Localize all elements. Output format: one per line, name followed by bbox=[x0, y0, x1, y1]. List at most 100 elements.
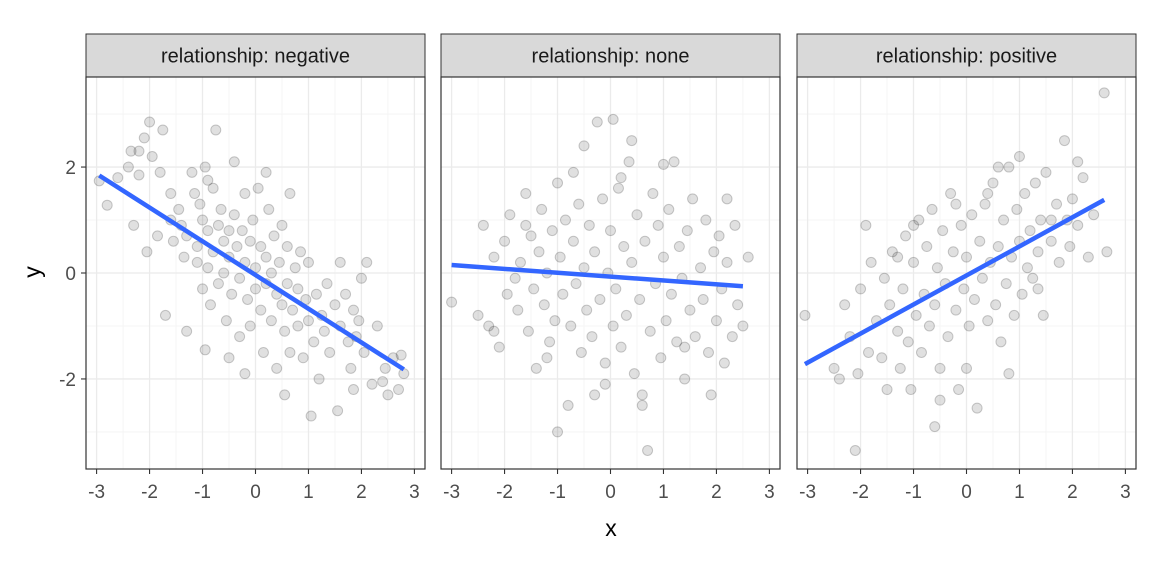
facet-strip-label: relationship: positive bbox=[876, 46, 1057, 68]
scatter-point bbox=[329, 299, 341, 311]
scatter-point bbox=[1077, 172, 1089, 184]
scatter-point bbox=[634, 293, 646, 305]
scatter-point bbox=[125, 145, 137, 157]
scatter-point bbox=[342, 336, 354, 348]
scatter-point bbox=[929, 421, 941, 433]
scatter-point bbox=[398, 368, 410, 380]
scatter-point bbox=[615, 172, 627, 184]
facet-strip-label: relationship: negative bbox=[161, 46, 350, 68]
scatter-point bbox=[908, 256, 920, 268]
scatter-point bbox=[897, 283, 909, 295]
scatter-point bbox=[379, 362, 391, 374]
scatter-point bbox=[302, 256, 314, 268]
scatter-point bbox=[929, 299, 941, 311]
scatter-point bbox=[1045, 235, 1057, 247]
regression-line bbox=[451, 262, 744, 289]
scatter-point bbox=[236, 225, 248, 237]
scatter-point bbox=[194, 198, 206, 210]
scatter-point bbox=[202, 262, 214, 274]
scatter-point bbox=[565, 320, 577, 332]
scatter-point bbox=[657, 251, 669, 263]
scatter-point bbox=[244, 320, 256, 332]
scatter-point bbox=[599, 378, 611, 390]
scatter-point bbox=[852, 368, 864, 380]
scatter-point bbox=[533, 246, 545, 258]
scatter-point bbox=[247, 214, 259, 226]
scatter-point bbox=[971, 402, 983, 414]
scatter-point bbox=[353, 315, 365, 327]
scatter-point bbox=[902, 336, 914, 348]
scatter-point bbox=[1066, 193, 1078, 205]
facet-strip bbox=[440, 33, 781, 78]
scatter-point bbox=[915, 346, 927, 358]
scatter-point bbox=[839, 299, 851, 311]
scatter-point bbox=[212, 219, 224, 231]
scatter-point bbox=[610, 283, 622, 295]
scatter-point bbox=[504, 209, 516, 221]
scatter-point bbox=[908, 219, 920, 231]
scatter-point bbox=[260, 166, 272, 178]
scatter-point bbox=[636, 399, 648, 411]
scatter-point bbox=[833, 373, 845, 385]
scatter-point bbox=[636, 389, 648, 401]
scatter-point bbox=[347, 384, 359, 396]
scatter-point bbox=[310, 288, 322, 300]
scatter-point bbox=[265, 315, 277, 327]
scatter-point bbox=[644, 325, 656, 337]
scatter-point bbox=[226, 288, 238, 300]
scatter-point bbox=[679, 373, 691, 385]
scatter-point bbox=[210, 124, 222, 136]
scatter-point bbox=[1021, 262, 1033, 274]
scatter-point bbox=[276, 219, 288, 231]
scatter-point bbox=[863, 346, 875, 358]
scatter-point bbox=[499, 235, 511, 247]
scatter-point bbox=[244, 235, 256, 247]
scatter-point bbox=[589, 389, 601, 401]
regression-line bbox=[98, 173, 406, 372]
x-tick-label: -2 bbox=[496, 482, 513, 503]
scatter-point bbox=[828, 362, 840, 374]
scatter-point bbox=[199, 344, 211, 356]
scatter-point bbox=[1051, 198, 1063, 210]
scatter-point bbox=[963, 320, 975, 332]
scatter-point bbox=[1072, 156, 1084, 168]
scatter-point bbox=[239, 368, 251, 380]
regression-line bbox=[803, 197, 1106, 367]
scatter-point bbox=[652, 219, 664, 231]
scatter-point bbox=[945, 188, 957, 200]
scatter-point bbox=[642, 444, 654, 456]
scatter-point bbox=[265, 267, 277, 279]
scatter-point bbox=[710, 315, 722, 327]
scatter-point bbox=[345, 362, 357, 374]
scatter-point bbox=[228, 156, 240, 168]
scatter-point bbox=[371, 320, 383, 332]
scatter-point bbox=[729, 219, 741, 231]
scatter-point bbox=[623, 156, 635, 168]
scatter-point bbox=[628, 368, 640, 380]
scatter-point bbox=[673, 241, 685, 253]
x-tick-label: 0 bbox=[250, 482, 261, 503]
scatter-point bbox=[1008, 309, 1020, 321]
scatter-point bbox=[570, 278, 582, 290]
scatter-point bbox=[167, 235, 179, 247]
scatter-point bbox=[892, 325, 904, 337]
scatter-point bbox=[732, 299, 744, 311]
facet-panel-0: relationship: negative -3 -2 -1 0 1 2 3 -2 0 2 bbox=[59, 33, 426, 503]
scatter-point bbox=[552, 177, 564, 189]
scatter-point bbox=[607, 113, 619, 125]
scatter-point bbox=[892, 251, 904, 263]
scatter-point bbox=[347, 304, 359, 316]
scatter-point bbox=[544, 336, 556, 348]
scatter-point bbox=[488, 251, 500, 263]
scatter-point bbox=[578, 140, 590, 152]
scatter-point bbox=[133, 169, 145, 181]
scatter-point bbox=[573, 198, 585, 210]
scatter-point bbox=[218, 235, 230, 247]
scatter-point bbox=[165, 188, 177, 200]
scatter-point bbox=[271, 362, 283, 374]
scatter-point bbox=[607, 320, 619, 332]
scatter-point bbox=[961, 251, 972, 263]
scatter-point bbox=[612, 182, 624, 194]
scatter-point bbox=[313, 373, 325, 385]
scatter-point bbox=[913, 214, 925, 226]
